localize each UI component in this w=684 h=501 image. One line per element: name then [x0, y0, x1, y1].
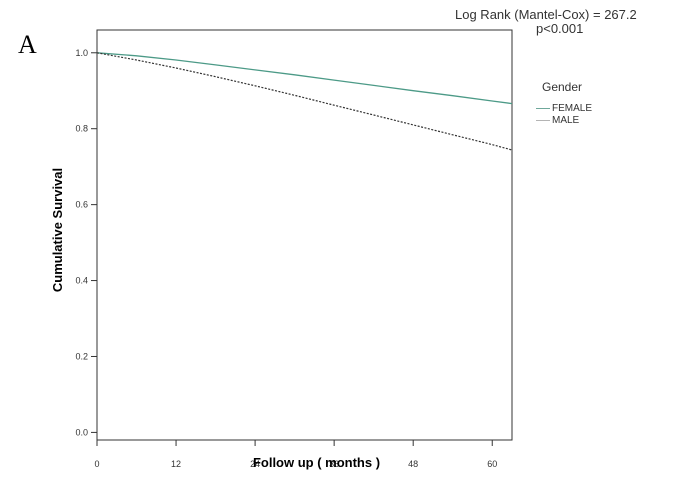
y-tick-label: 0.6	[75, 200, 88, 210]
plot-frame	[96, 29, 513, 441]
legend-item-male: MALE	[536, 114, 592, 126]
y-tick-label: 1.0	[75, 48, 88, 58]
legend-title: Gender	[542, 80, 583, 94]
x-tick-label: 0	[94, 459, 99, 469]
y-tick-label: 0.4	[75, 276, 88, 286]
legend-label-male: MALE	[552, 114, 580, 126]
y-tick-label: 0.8	[75, 124, 88, 134]
legend-swatch-female	[536, 107, 550, 109]
x-tick-label: 12	[171, 459, 181, 469]
log-rank-statistic: Log Rank (Mantel-Cox) = 267.2	[455, 7, 637, 22]
x-axis-label: Follow up ( months )	[253, 455, 380, 470]
p-value: p<0.001	[536, 21, 584, 36]
series-line-male	[96, 52, 513, 151]
legend-item-female: FEMALE	[536, 102, 592, 114]
y-tick-label: 0.2	[75, 351, 88, 361]
x-tick-label: 24	[250, 459, 260, 469]
series-layer	[96, 52, 513, 151]
y-axis: 0.0 0.2 0.4 0.6 0.8 1.0	[75, 48, 97, 437]
x-tick-label: 48	[408, 459, 418, 469]
x-tick-label: 60	[487, 459, 497, 469]
legend-label-female: FEMALE	[552, 102, 593, 114]
x-tick-label: 36	[329, 459, 339, 469]
panel-label: A	[18, 30, 37, 59]
legend: Gender FEMALE MALE	[536, 80, 592, 126]
y-axis-label: Cumulative Survival	[50, 168, 65, 292]
legend-swatch-male	[536, 119, 550, 121]
x-axis: 0 12 24 36 48 60	[94, 440, 497, 469]
y-tick-label: 0.0	[75, 427, 88, 437]
series-line-female	[96, 52, 513, 105]
